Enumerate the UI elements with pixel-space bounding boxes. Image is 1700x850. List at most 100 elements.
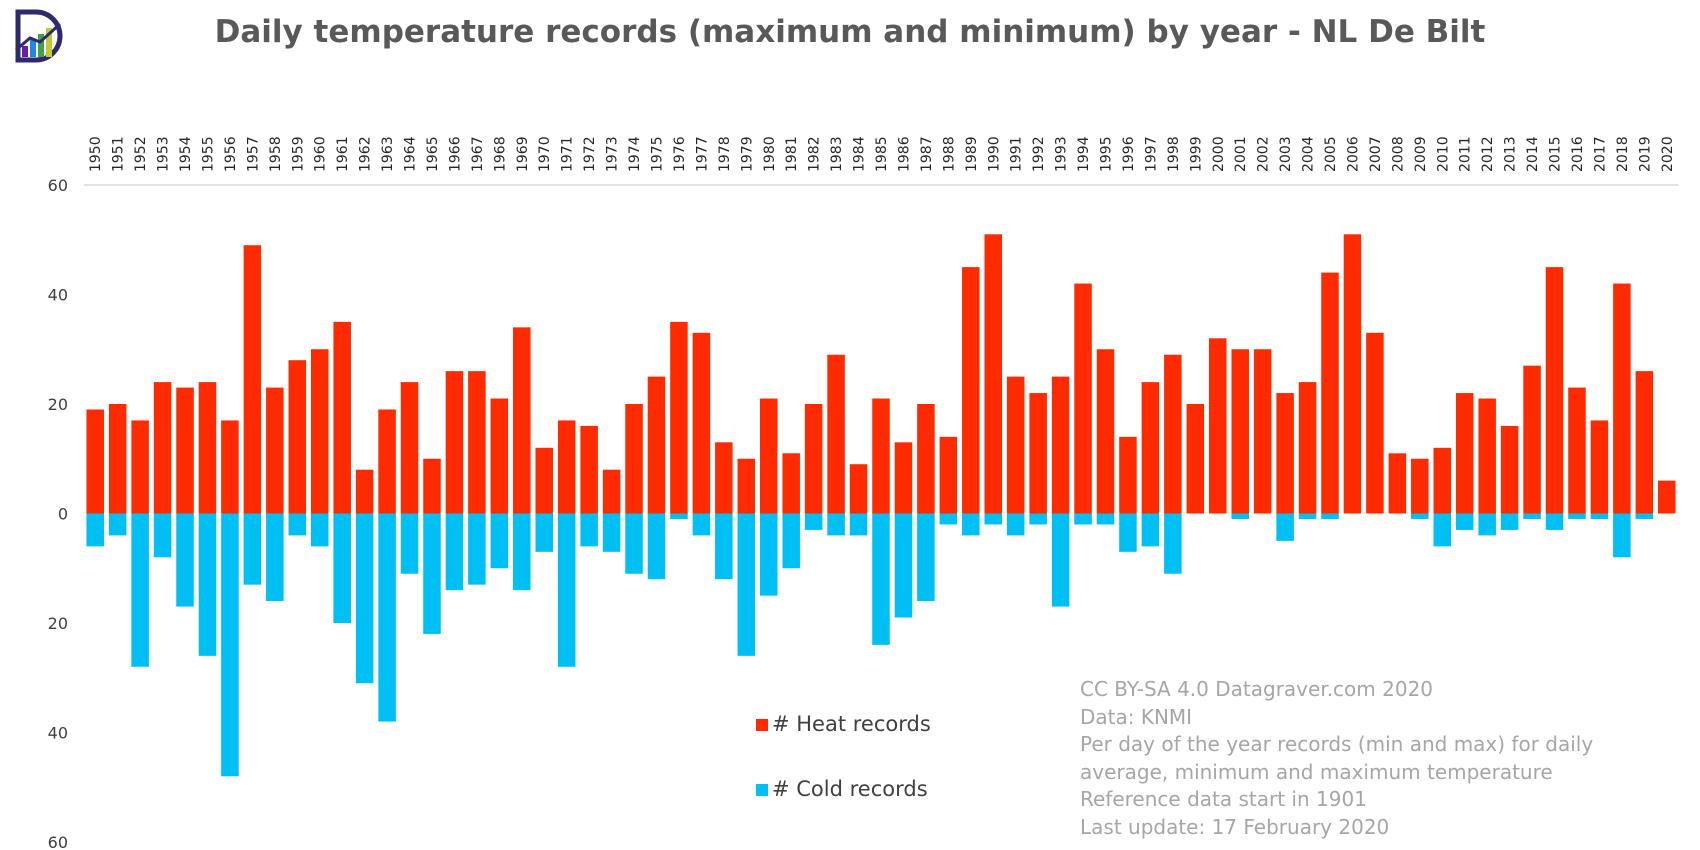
x-tick-label: 1974 [627, 136, 643, 172]
x-tick-label: 1985 [874, 136, 890, 172]
cold-bar [692, 513, 711, 536]
cold-bar [1321, 513, 1339, 519]
x-tick-label: 1958 [268, 136, 284, 172]
x-tick-label: 2018 [1615, 136, 1631, 172]
heat-bar [1298, 382, 1317, 514]
cold-bar [1119, 513, 1137, 552]
cold-bar [827, 513, 845, 536]
x-tick-label: 2008 [1390, 136, 1406, 172]
x-tick-label: 2012 [1480, 136, 1496, 172]
heat-bar [1006, 376, 1025, 514]
cold-bar [468, 513, 486, 585]
x-tick-label: 1986 [896, 136, 912, 172]
cold-bar [1074, 513, 1092, 525]
x-tick-label: 2001 [1233, 136, 1249, 172]
cold-bar [310, 513, 329, 547]
cold-bar [400, 513, 419, 574]
heat-bar [1253, 349, 1272, 514]
heat-bar [1478, 398, 1496, 514]
note-data-source: Data: KNMI [1080, 704, 1193, 729]
heat-bar [692, 332, 711, 514]
cold-bar [804, 513, 823, 530]
heat-bar [198, 382, 217, 514]
heat-bar [715, 442, 733, 514]
heat-bar [737, 458, 756, 514]
cold-bar [1006, 513, 1025, 536]
legend-item-cold: # Cold records [756, 777, 928, 801]
cold-bar [894, 513, 913, 618]
x-tick-label: 1960 [313, 136, 329, 172]
x-tick-label: 2000 [1211, 136, 1227, 172]
heat-bar [1051, 376, 1070, 514]
heat-bar [872, 398, 890, 514]
x-tick-label: 1975 [649, 136, 665, 172]
cold-bar [849, 513, 868, 536]
cold-bar [131, 513, 149, 667]
x-tick-label: 1989 [964, 136, 980, 172]
heat-bar [310, 349, 329, 514]
heat-bar [1141, 382, 1160, 514]
cold-bar [86, 513, 104, 547]
x-tick-label: 1966 [447, 136, 463, 172]
x-tick-label: 1950 [88, 136, 104, 172]
cold-bar [266, 513, 284, 602]
heat-swatch [756, 719, 768, 731]
heat-bar [1411, 458, 1429, 514]
x-tick-label: 1979 [739, 136, 755, 172]
heat-bar [400, 382, 419, 514]
heat-bar [243, 245, 262, 514]
x-tick-label: 2016 [1570, 136, 1586, 172]
x-tick-label: 1959 [290, 136, 306, 172]
cold-bar [1635, 513, 1654, 519]
heat-bar [647, 376, 666, 514]
cold-bar [1455, 513, 1474, 530]
x-tick-label: 1993 [1054, 136, 1070, 172]
cold-bar [1545, 513, 1564, 530]
heat-bar [894, 442, 913, 514]
cold-swatch [756, 784, 768, 796]
x-tick-label: 1977 [694, 136, 710, 172]
note-reference: Reference data start in 1901 [1080, 787, 1367, 811]
x-tick-label: 2004 [1301, 136, 1317, 172]
cold-bar [917, 513, 935, 602]
x-tick-label: 1999 [1188, 136, 1204, 172]
x-tick-label: 1971 [560, 136, 576, 172]
x-tick-label: 1994 [1076, 136, 1092, 172]
x-tick-label: 1984 [852, 136, 868, 172]
heat-bar [266, 387, 284, 514]
cold-bar [1096, 513, 1115, 525]
cold-bar [378, 513, 396, 722]
cold-bar [1523, 513, 1541, 519]
x-tick-label: 1973 [605, 136, 621, 172]
heat-bar [445, 371, 464, 514]
datagraver-logo-icon [15, 9, 63, 63]
note-license: CC BY-SA 4.0 Datagraver.com 2020 [1080, 677, 1434, 701]
heat-bar [804, 404, 823, 514]
cold-bar [1141, 513, 1160, 547]
heat-bar [1029, 393, 1047, 514]
legend-item-heat: # Heat records [756, 712, 931, 736]
x-tick-label: 1997 [1143, 136, 1159, 172]
heat-bar [423, 458, 441, 514]
x-tick-label: 2002 [1256, 136, 1272, 172]
x-tick-label: 2006 [1345, 136, 1361, 172]
x-tick-label: 1990 [986, 136, 1002, 172]
x-tick-label: 2014 [1525, 136, 1541, 172]
cold-bar [1276, 513, 1294, 541]
x-tick-label: 1953 [156, 136, 172, 172]
heat-bar [1186, 404, 1205, 514]
cold-bar [1478, 513, 1496, 536]
heat-bar [602, 469, 621, 514]
heat-bar [1545, 267, 1564, 514]
heat-bar [535, 447, 553, 514]
cold-bar [1029, 513, 1047, 525]
heat-bar [557, 420, 576, 514]
y-tick-label: 0 [58, 505, 68, 524]
x-tick-label: 2010 [1435, 136, 1451, 172]
cold-bar [984, 513, 1003, 525]
x-tick-label: 1991 [1009, 136, 1025, 172]
heat-bar [962, 267, 980, 514]
heat-bar [827, 354, 845, 514]
heat-bar [1523, 365, 1541, 514]
